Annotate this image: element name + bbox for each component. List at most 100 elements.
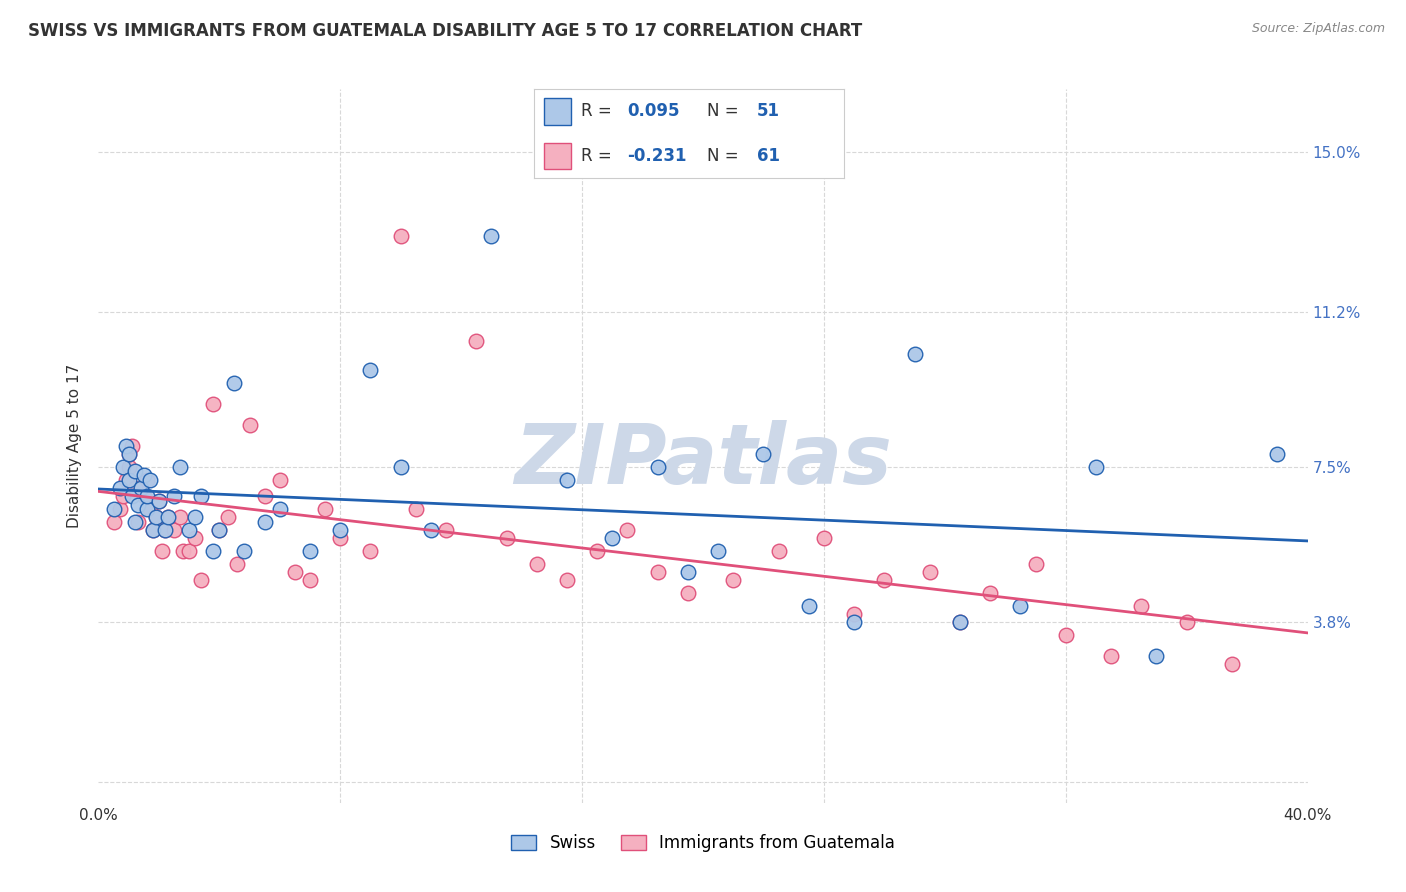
Point — [118, 447, 141, 461]
Text: 51: 51 — [756, 103, 780, 120]
Point — [190, 489, 212, 503]
Point — [979, 586, 1001, 600]
Point — [169, 510, 191, 524]
Point — [647, 460, 669, 475]
Point — [172, 544, 194, 558]
Point — [616, 523, 638, 537]
Point — [108, 502, 131, 516]
Point — [135, 502, 157, 516]
Point — [1010, 599, 1032, 613]
Point — [202, 397, 225, 411]
Point — [156, 510, 179, 524]
Text: N =: N = — [707, 103, 744, 120]
Point — [145, 510, 167, 524]
Point — [124, 464, 146, 478]
Point — [118, 447, 141, 461]
Point — [148, 493, 170, 508]
Point — [768, 544, 790, 558]
Point — [707, 544, 730, 558]
Point — [111, 460, 134, 475]
Point — [314, 502, 336, 516]
Point — [797, 599, 820, 613]
Point — [904, 346, 927, 360]
FancyBboxPatch shape — [544, 143, 571, 169]
Point — [156, 510, 179, 524]
Point — [1024, 557, 1046, 571]
Text: SWISS VS IMMIGRANTS FROM GUATEMALA DISABILITY AGE 5 TO 17 CORRELATION CHART: SWISS VS IMMIGRANTS FROM GUATEMALA DISAB… — [28, 22, 862, 40]
Point — [118, 460, 141, 475]
Point — [132, 489, 155, 503]
Point — [360, 544, 382, 558]
Point — [752, 447, 775, 461]
Point — [1267, 447, 1289, 461]
Point — [481, 229, 503, 244]
Point — [434, 523, 457, 537]
Point — [1175, 615, 1198, 630]
Point — [239, 417, 262, 432]
Point — [142, 523, 165, 537]
Point — [132, 468, 155, 483]
Point — [405, 502, 427, 516]
Point — [139, 502, 162, 516]
Point — [1085, 460, 1108, 475]
Point — [1130, 599, 1153, 613]
Point — [153, 523, 176, 537]
Point — [114, 439, 136, 453]
Point — [190, 574, 212, 588]
Point — [184, 532, 207, 546]
FancyBboxPatch shape — [544, 98, 571, 125]
Text: N =: N = — [707, 147, 744, 165]
Point — [224, 376, 246, 390]
Point — [555, 574, 578, 588]
Point — [184, 510, 207, 524]
Point — [129, 481, 152, 495]
Point — [135, 489, 157, 503]
Point — [114, 473, 136, 487]
Point — [118, 473, 141, 487]
Text: -0.231: -0.231 — [627, 147, 686, 165]
Point — [179, 523, 201, 537]
Point — [103, 502, 125, 516]
Point — [169, 460, 191, 475]
Point — [873, 574, 896, 588]
Point — [153, 523, 176, 537]
Point — [208, 523, 231, 537]
Point — [299, 574, 322, 588]
Text: 61: 61 — [756, 147, 780, 165]
Point — [253, 515, 276, 529]
Point — [179, 544, 201, 558]
Point — [602, 532, 624, 546]
Point — [124, 481, 146, 495]
Point — [208, 523, 231, 537]
Text: 0.095: 0.095 — [627, 103, 679, 120]
Point — [124, 515, 146, 529]
Point — [269, 473, 291, 487]
Point — [121, 489, 143, 503]
Point — [127, 498, 149, 512]
Point — [111, 489, 134, 503]
Point — [647, 565, 669, 579]
Point — [676, 586, 699, 600]
Point — [163, 523, 186, 537]
Point — [360, 363, 382, 377]
Point — [586, 544, 609, 558]
Point — [389, 229, 412, 244]
Point — [145, 510, 167, 524]
Point — [103, 515, 125, 529]
Point — [526, 557, 548, 571]
Point — [299, 544, 322, 558]
Point — [420, 523, 443, 537]
Point — [150, 544, 173, 558]
Point — [121, 439, 143, 453]
Point — [949, 615, 972, 630]
Point — [202, 544, 225, 558]
Point — [1144, 648, 1167, 663]
Text: Source: ZipAtlas.com: Source: ZipAtlas.com — [1251, 22, 1385, 36]
Text: ZIPatlas: ZIPatlas — [515, 420, 891, 500]
Point — [676, 565, 699, 579]
Point — [163, 489, 186, 503]
Point — [329, 523, 352, 537]
Point — [284, 565, 307, 579]
Legend: Swiss, Immigrants from Guatemala: Swiss, Immigrants from Guatemala — [505, 828, 901, 859]
Point — [217, 510, 239, 524]
